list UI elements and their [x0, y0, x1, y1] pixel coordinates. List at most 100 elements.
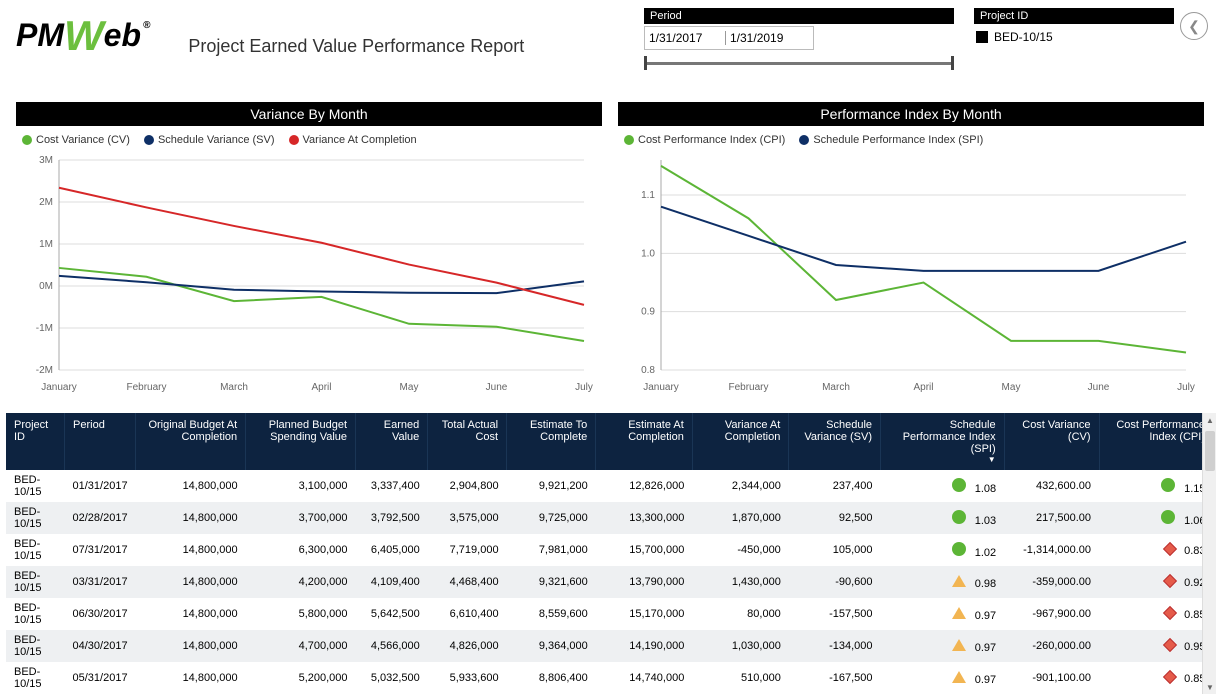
- performance-chart: 0.80.91.01.1JanuaryFebruaryMarchAprilMay…: [618, 150, 1204, 400]
- period-start-input[interactable]: [649, 31, 721, 45]
- svg-text:February: February: [728, 382, 768, 393]
- table-row[interactable]: BED-10/1505/31/201714,800,0005,200,0005,…: [6, 662, 1214, 694]
- svg-text:March: March: [220, 382, 248, 393]
- scroll-down-icon[interactable]: ▼: [1203, 680, 1217, 694]
- period-inputs: [644, 26, 814, 50]
- table-body: BED-10/1501/31/201714,800,0003,100,0003,…: [6, 470, 1214, 694]
- svg-text:May: May: [1002, 382, 1021, 393]
- table-row[interactable]: BED-10/1502/28/201714,800,0003,700,0003,…: [6, 502, 1214, 534]
- column-header[interactable]: Earned Value: [356, 413, 428, 470]
- period-slider[interactable]: [644, 56, 954, 74]
- report-header: PM W eb ® Project Earned Value Performan…: [0, 0, 1220, 74]
- table-cell: 4,826,000: [428, 630, 507, 662]
- table-cell: BED-10/15: [6, 566, 65, 598]
- table-cell: -967,900.00: [1004, 598, 1099, 630]
- table-cell: 9,364,000: [507, 630, 596, 662]
- column-header[interactable]: Project ID: [6, 413, 65, 470]
- svg-text:0M: 0M: [39, 281, 53, 292]
- performance-legend: Cost Performance Index (CPI) Schedule Per…: [618, 126, 1204, 150]
- variance-chart: -2M-1M0M1M2M3MJanuaryFebruaryMarchAprilM…: [16, 150, 602, 400]
- project-label: Project ID: [974, 8, 1174, 24]
- table-cell: 05/31/2017: [65, 662, 136, 694]
- table-row[interactable]: BED-10/1504/30/201714,800,0004,700,0004,…: [6, 630, 1214, 662]
- table-cell: BED-10/15: [6, 502, 65, 534]
- table-cell: 1.03: [881, 502, 1005, 534]
- table-cell: 105,000: [789, 534, 881, 566]
- svg-text:3M: 3M: [39, 155, 53, 166]
- table-cell: 14,190,000: [596, 630, 693, 662]
- column-header[interactable]: Schedule Performance Index (SPI)▼: [881, 413, 1005, 470]
- scroll-thumb[interactable]: [1205, 431, 1215, 471]
- column-header[interactable]: Cost Performance Index (CPI): [1099, 413, 1213, 470]
- column-header[interactable]: Period: [65, 413, 136, 470]
- legend-dot: [22, 135, 32, 145]
- table-cell: 02/28/2017: [65, 502, 136, 534]
- svg-text:April: April: [913, 382, 933, 393]
- svg-text:1.0: 1.0: [641, 248, 655, 259]
- project-value[interactable]: BED-10/15: [974, 26, 1174, 48]
- table-cell: 1,030,000: [692, 630, 788, 662]
- period-end-input[interactable]: [730, 31, 802, 45]
- table-cell: 3,100,000: [246, 470, 356, 502]
- legend-dot: [799, 135, 809, 145]
- legend-item: Schedule Variance (SV): [144, 134, 275, 146]
- legend-label: Variance At Completion: [303, 134, 417, 146]
- legend-label: Cost Variance (CV): [36, 134, 130, 146]
- column-header[interactable]: Estimate At Completion: [596, 413, 693, 470]
- table-cell: -450,000: [692, 534, 788, 566]
- column-header[interactable]: Cost Variance (CV): [1004, 413, 1099, 470]
- column-header[interactable]: Original Budget At Completion: [136, 413, 246, 470]
- table-cell: 0.97: [881, 662, 1005, 694]
- table-scrollbar[interactable]: ▲ ▼: [1202, 413, 1216, 694]
- table-cell: 5,200,000: [246, 662, 356, 694]
- table-cell: 1,430,000: [692, 566, 788, 598]
- variance-chart-title: Variance By Month: [16, 102, 602, 126]
- variance-chart-panel: Variance By Month Cost Variance (CV) Sche…: [16, 102, 602, 403]
- logo-reg: ®: [143, 20, 150, 31]
- table-cell: 13,790,000: [596, 566, 693, 598]
- table-row[interactable]: BED-10/1503/31/201714,800,0004,200,0004,…: [6, 566, 1214, 598]
- table-cell: 4,109,400: [356, 566, 428, 598]
- svg-text:1M: 1M: [39, 239, 53, 250]
- table-cell: 432,600.00: [1004, 470, 1099, 502]
- table-cell: 13,300,000: [596, 502, 693, 534]
- table-row[interactable]: BED-10/1506/30/201714,800,0005,800,0005,…: [6, 598, 1214, 630]
- period-filter: Period: [644, 8, 954, 74]
- table-cell: 217,500.00: [1004, 502, 1099, 534]
- table-cell: -167,500: [789, 662, 881, 694]
- table-cell: -901,100.00: [1004, 662, 1099, 694]
- legend-label: Schedule Variance (SV): [158, 134, 275, 146]
- column-header[interactable]: Variance At Completion: [692, 413, 788, 470]
- table-cell: BED-10/15: [6, 630, 65, 662]
- table-cell: 6,405,000: [356, 534, 428, 566]
- column-header[interactable]: Planned Budget Spending Value: [246, 413, 356, 470]
- table-cell: 15,170,000: [596, 598, 693, 630]
- table-cell: 14,800,000: [136, 470, 246, 502]
- sort-desc-icon: ▼: [889, 455, 996, 464]
- column-header[interactable]: Estimate To Complete: [507, 413, 596, 470]
- table-cell: 0.95: [1099, 630, 1213, 662]
- column-header[interactable]: Schedule Variance (SV): [789, 413, 881, 470]
- svg-text:January: January: [41, 382, 77, 393]
- table-cell: 6,300,000: [246, 534, 356, 566]
- table-row[interactable]: BED-10/1507/31/201714,800,0006,300,0006,…: [6, 534, 1214, 566]
- table-cell: 9,321,600: [507, 566, 596, 598]
- table-cell: 0.97: [881, 630, 1005, 662]
- legend-label: Schedule Performance Index (SPI): [813, 134, 983, 146]
- scroll-up-icon[interactable]: ▲: [1203, 413, 1217, 427]
- table-cell: 0.83: [1099, 534, 1213, 566]
- table-cell: -157,500: [789, 598, 881, 630]
- table-cell: 14,800,000: [136, 630, 246, 662]
- svg-text:March: March: [822, 382, 850, 393]
- legend-item: Cost Performance Index (CPI): [624, 134, 785, 146]
- table-cell: 3,337,400: [356, 470, 428, 502]
- table-cell: 0.85: [1099, 598, 1213, 630]
- logo-block: PM W eb ® Project Earned Value Performan…: [16, 8, 524, 56]
- table-row[interactable]: BED-10/1501/31/201714,800,0003,100,0003,…: [6, 470, 1214, 502]
- svg-text:February: February: [126, 382, 166, 393]
- table-cell: 14,800,000: [136, 502, 246, 534]
- variance-legend: Cost Variance (CV) Schedule Variance (SV)…: [16, 126, 602, 150]
- column-header[interactable]: Total Actual Cost: [428, 413, 507, 470]
- table-cell: 237,400: [789, 470, 881, 502]
- back-icon[interactable]: ❮: [1180, 12, 1208, 40]
